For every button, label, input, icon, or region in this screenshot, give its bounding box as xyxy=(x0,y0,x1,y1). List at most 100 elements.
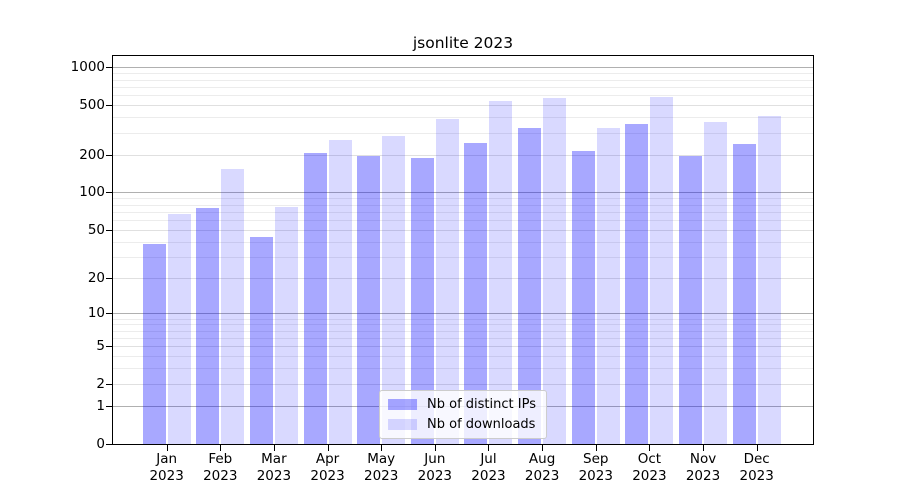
gridline-minor xyxy=(113,368,813,370)
gridline-minor xyxy=(113,86,813,88)
gridline-minor xyxy=(113,198,813,200)
gridline-minor xyxy=(113,241,813,243)
y-tick-mark xyxy=(106,192,113,194)
legend-swatch-distinct-ips xyxy=(388,399,418,410)
bar-distinct-ips-jul xyxy=(464,142,488,444)
y-tick-label: 200 xyxy=(79,146,105,163)
y-tick-label: 2 xyxy=(96,376,105,393)
y-tick-mark xyxy=(106,444,113,445)
bar-downloads-mar xyxy=(274,206,298,444)
gridline-minor xyxy=(113,324,813,326)
gridline-minor xyxy=(113,219,813,221)
gridline-minor xyxy=(113,211,813,213)
x-tick-label: Feb 2023 xyxy=(203,451,238,484)
x-tick-label: Aug 2023 xyxy=(524,451,560,484)
y-tick-label: 0 xyxy=(96,436,105,452)
gridline-major xyxy=(113,229,813,231)
x-tick-label: Dec 2023 xyxy=(739,451,774,484)
y-tick-label: 1 xyxy=(96,398,105,415)
x-tick-mark xyxy=(327,444,329,451)
gridline-major xyxy=(113,192,813,194)
y-tick-mark xyxy=(106,154,113,156)
bar-downloads-nov xyxy=(704,122,728,444)
bar-downloads-jan xyxy=(167,214,191,444)
bar-distinct-ips-dec xyxy=(732,144,756,444)
x-tick-label: Jul 2023 xyxy=(471,451,506,484)
y-tick-label: 500 xyxy=(79,97,105,114)
gridline-major xyxy=(113,67,813,69)
x-tick-label: Jun 2023 xyxy=(417,451,452,484)
bar-distinct-ips-nov xyxy=(679,156,703,444)
gridline-minor xyxy=(113,95,813,97)
gridline-major xyxy=(113,346,813,348)
bar-downloads-jul xyxy=(489,101,513,444)
x-tick-mark xyxy=(542,444,544,451)
y-tick-mark xyxy=(106,406,113,408)
bar-downloads-may xyxy=(382,136,406,444)
x-tick-mark xyxy=(756,444,758,451)
x-tick-label: Nov 2023 xyxy=(685,451,721,484)
bar-downloads-jun xyxy=(435,119,459,444)
bar-distinct-ips-feb xyxy=(196,208,220,444)
bar-distinct-ips-mar xyxy=(249,236,273,444)
y-tick-mark xyxy=(106,346,113,348)
gridline-minor xyxy=(113,337,813,339)
bar-distinct-ips-jan xyxy=(142,244,166,444)
y-tick-mark xyxy=(106,67,113,69)
gridline-minor xyxy=(113,132,813,134)
x-tick-mark xyxy=(220,444,222,451)
plot-area: Nb of distinct IPs Nb of downloads xyxy=(112,55,814,445)
legend-swatch-downloads xyxy=(388,419,418,430)
x-tick-mark xyxy=(166,444,168,451)
x-tick-mark xyxy=(381,444,383,451)
y-tick-mark xyxy=(106,278,113,280)
legend-item-downloads: Nb of downloads xyxy=(388,417,536,432)
gridline-major xyxy=(113,154,813,156)
gridline-minor xyxy=(113,117,813,119)
gridline-minor xyxy=(113,256,813,258)
y-tick-mark xyxy=(106,313,113,315)
gridline-major xyxy=(113,278,813,280)
x-tick-label: Sep 2023 xyxy=(578,451,613,484)
y-tick-label: 50 xyxy=(87,221,105,238)
gridline-minor xyxy=(113,318,813,320)
x-tick-mark xyxy=(595,444,597,451)
gridline-minor xyxy=(113,330,813,332)
x-tick-label: Apr 2023 xyxy=(310,451,345,484)
gridline-major xyxy=(113,105,813,107)
gridline-minor xyxy=(113,204,813,206)
legend-label-distinct-ips: Nb of distinct IPs xyxy=(427,397,536,412)
gridline-major xyxy=(113,384,813,386)
bar-downloads-sep xyxy=(596,127,620,444)
bar-distinct-ips-oct xyxy=(625,124,649,444)
gridline-major xyxy=(113,313,813,315)
bar-distinct-ips-aug xyxy=(518,128,542,444)
bar-downloads-feb xyxy=(221,168,245,444)
bar-distinct-ips-sep xyxy=(571,151,595,444)
bar-downloads-oct xyxy=(650,96,674,444)
gridline-minor xyxy=(113,79,813,81)
bar-downloads-apr xyxy=(328,139,352,444)
x-tick-mark xyxy=(649,444,651,451)
legend: Nb of distinct IPs Nb of downloads xyxy=(379,390,547,439)
bar-distinct-ips-apr xyxy=(303,153,327,444)
y-tick-label: 5 xyxy=(96,338,105,355)
gridline-minor xyxy=(113,356,813,358)
chart-title: jsonlite 2023 xyxy=(412,34,514,52)
x-tick-label: Mar 2023 xyxy=(256,451,292,484)
y-tick-label: 100 xyxy=(79,184,105,201)
bar-downloads-dec xyxy=(757,116,781,444)
bar-distinct-ips-may xyxy=(357,155,381,444)
legend-label-downloads: Nb of downloads xyxy=(427,417,536,432)
x-tick-label: Jan 2023 xyxy=(149,451,184,484)
x-tick-mark xyxy=(488,444,490,451)
y-tick-label: 10 xyxy=(87,305,105,322)
x-tick-label: Oct 2023 xyxy=(632,451,667,484)
legend-item-distinct-ips: Nb of distinct IPs xyxy=(388,397,536,412)
y-tick-mark xyxy=(106,384,113,386)
x-tick-mark xyxy=(434,444,436,451)
bar-downloads-aug xyxy=(543,97,567,444)
x-tick-label: May 2023 xyxy=(364,451,399,484)
gridline-minor xyxy=(113,73,813,75)
